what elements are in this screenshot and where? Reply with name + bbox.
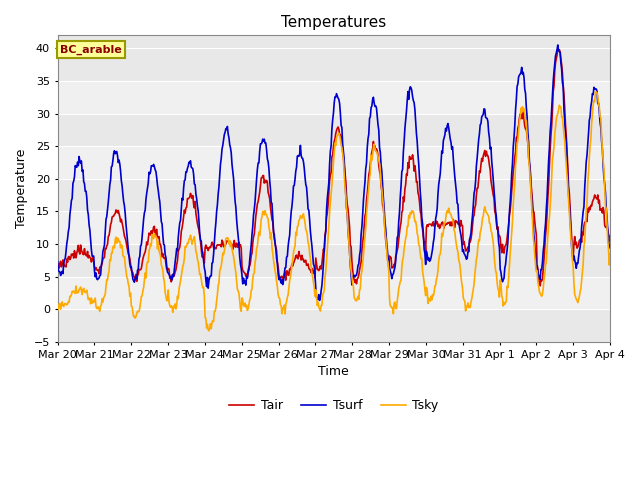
Line: Tsky: Tsky <box>58 92 610 331</box>
Tsurf <box>316 298 323 303</box>
Tsky <box>205 328 212 334</box>
Bar <box>58 244 610 276</box>
Tair <box>120 233 128 239</box>
Tsurf <box>554 42 562 48</box>
Tsurf <box>120 203 128 208</box>
Tsky <box>593 89 600 95</box>
Tsurf <box>64 236 72 241</box>
Y-axis label: Temperature: Temperature <box>15 149 28 228</box>
Tsurf <box>54 259 61 264</box>
Bar <box>58 48 610 81</box>
Tsurf <box>177 217 184 223</box>
Bar <box>58 146 610 179</box>
Tsky <box>402 236 410 241</box>
Text: BC_arable: BC_arable <box>60 45 122 55</box>
Tsky <box>207 321 214 327</box>
Tair <box>417 212 425 217</box>
Tair <box>554 46 562 52</box>
Tsurf <box>418 215 426 220</box>
Bar <box>58 81 610 114</box>
Tair <box>536 283 544 289</box>
Tsurf <box>606 245 614 251</box>
Tsky <box>606 251 614 256</box>
Bar <box>58 309 610 342</box>
Tsky <box>177 278 184 284</box>
Line: Tair: Tair <box>58 49 610 286</box>
Tair <box>177 239 184 244</box>
Title: Temperatures: Temperatures <box>281 15 387 30</box>
Tsurf <box>402 118 410 123</box>
Line: Tsurf: Tsurf <box>58 45 610 300</box>
Bar <box>58 114 610 146</box>
Tsky <box>418 256 426 262</box>
Bar <box>58 276 610 309</box>
Tsky <box>64 301 72 307</box>
X-axis label: Time: Time <box>319 365 349 378</box>
Tair <box>64 259 72 265</box>
Bar <box>58 179 610 212</box>
Tair <box>401 186 409 192</box>
Tair <box>54 264 61 270</box>
Bar <box>58 212 610 244</box>
Tair <box>206 244 214 250</box>
Tsky <box>54 308 61 313</box>
Tsky <box>120 254 128 260</box>
Tsurf <box>206 275 214 280</box>
Legend: Tair, Tsurf, Tsky: Tair, Tsurf, Tsky <box>224 394 444 417</box>
Tair <box>606 233 614 239</box>
